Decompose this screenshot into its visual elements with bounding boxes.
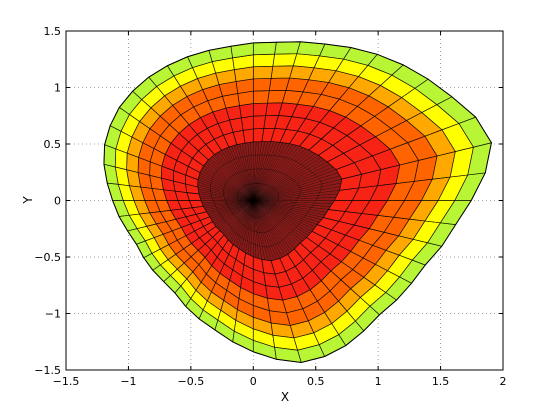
surface-cell-779 — [252, 77, 272, 92]
y-tick-label-3: 0 — [54, 195, 61, 208]
y-tick-label-5: 1 — [54, 82, 61, 95]
surface-cell-778 — [268, 77, 291, 91]
surface-cell-635 — [252, 115, 267, 130]
surface-cell-933 — [103, 144, 117, 168]
x-tick-label-2: −0.5 — [177, 375, 204, 388]
surface-cell-827 — [252, 65, 274, 80]
x-tick-label-1: −1 — [120, 375, 136, 388]
x-axis-label: X — [281, 390, 289, 404]
x-tick-label-5: 1 — [375, 375, 382, 388]
y-tick-label-6: 1.5 — [44, 25, 62, 38]
surface-cell-684 — [239, 103, 254, 119]
surface-cell-503 — [200, 198, 214, 201]
surface-cell-575 — [313, 200, 335, 204]
surface-cell-587 — [252, 128, 265, 143]
surface-cell-467 — [253, 141, 257, 156]
surface-outline — [103, 41, 492, 363]
surface-cell-922 — [274, 41, 301, 55]
y-tick-label-0: −1.5 — [34, 364, 61, 377]
surface-cell-923 — [252, 41, 277, 56]
surface-cell-875 — [252, 53, 275, 68]
axis-ticks: −1.5 −1 −0.5 0 0.5 1 1.5 2 −1.5 −1 −0.5 0 0.5 1 1.5 — [34, 25, 506, 388]
x-tick-label-4: 0.5 — [307, 375, 325, 388]
surface-mesh — [103, 41, 492, 363]
surface-cell-731 — [252, 90, 270, 104]
surface-cell-874 — [272, 53, 298, 67]
y-tick-label-4: 0.5 — [44, 138, 62, 151]
x-tick-label-6: 1.5 — [432, 375, 450, 388]
x-tick-label-0: −1.5 — [53, 375, 80, 388]
x-tick-label-3: 0 — [250, 375, 257, 388]
y-tick-label-2: −0.5 — [34, 251, 61, 264]
surface-cell-683 — [252, 102, 268, 117]
surface-cell-826 — [270, 65, 294, 79]
y-tick-label-1: −1 — [45, 308, 61, 321]
y-axis-label: Y — [21, 196, 35, 205]
x-tick-label-7: 2 — [500, 375, 507, 388]
surface-cell-539 — [250, 242, 254, 258]
